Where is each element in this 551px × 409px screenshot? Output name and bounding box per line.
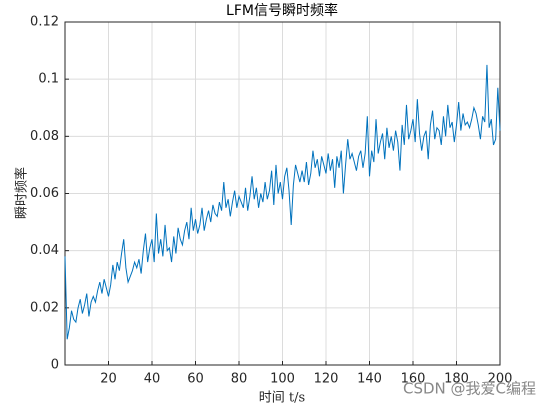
x-tick-label: 120 [314, 372, 339, 387]
y-tick-label: 0.1 [38, 72, 59, 87]
x-tick-label: 20 [100, 372, 117, 387]
y-tick-label: 0.06 [30, 186, 59, 201]
chart-title: LFM信号瞬时频率 [226, 2, 338, 19]
x-tick-label: 180 [444, 372, 469, 387]
y-tick-label: 0.04 [30, 243, 59, 258]
plot-frame [64, 21, 501, 366]
x-tick-label: 40 [144, 372, 161, 387]
x-tick-label: 60 [187, 372, 204, 387]
x-tick-label: 80 [231, 372, 248, 387]
y-axis-label: 瞬时频率 [14, 167, 30, 219]
y-tick-label: 0.08 [30, 129, 59, 144]
x-tick-label: 200 [488, 372, 513, 387]
y-tick-label: 0.12 [30, 15, 59, 30]
x-tick-label: 160 [401, 372, 426, 387]
x-tick-label: 140 [357, 372, 382, 387]
y-tick-label: 0 [51, 358, 59, 373]
watermark: CSDN @我爱C编程 [403, 380, 536, 398]
data-line [64, 64, 501, 340]
x-tick-label: 100 [270, 372, 295, 387]
x-axis-label: 时间 t/s [259, 391, 305, 406]
y-tick-label: 0.02 [30, 300, 59, 315]
